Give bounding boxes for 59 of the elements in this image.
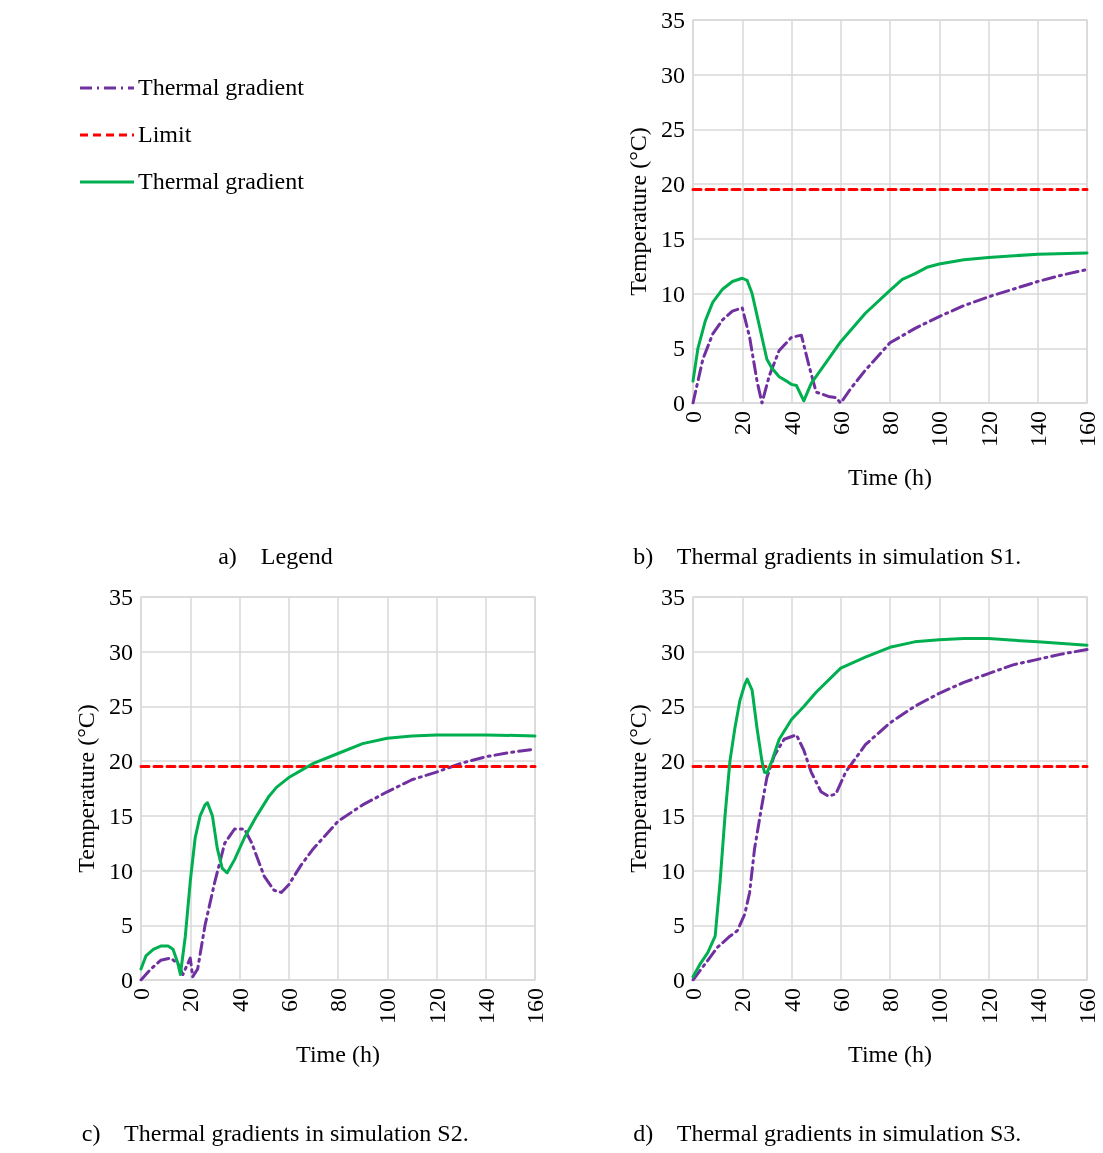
y-tick-label: 30 (661, 61, 685, 88)
x-tick-label: 100 (926, 411, 953, 447)
x-axis-title: Time (h) (848, 464, 932, 490)
x-tick-label: 40 (778, 988, 805, 1012)
text: d) Thermal gradients in simulation S3. (633, 1120, 1022, 1146)
y-axis-title: Temperature (°C) (625, 704, 652, 873)
y-tick-label: 5 (121, 912, 133, 939)
y-tick-label: 10 (661, 280, 685, 307)
x-tick-label: 140 (1024, 988, 1051, 1024)
x-tick-label: 100 (926, 988, 953, 1024)
legend-label: Thermal gradient (138, 168, 305, 194)
y-tick-label: 35 (109, 584, 133, 610)
y-tick-label: 15 (661, 225, 685, 252)
y-tick-label: 25 (661, 116, 685, 143)
x-tick-label: 60 (275, 988, 302, 1012)
y-tick-label: 5 (673, 912, 685, 939)
y-tick-label: 20 (661, 748, 685, 775)
y-tick-label: 25 (661, 693, 685, 720)
y-tick-label: 15 (109, 802, 133, 829)
x-tick-label: 80 (325, 988, 351, 1012)
text: b) Thermal gradients in simulation S1. (633, 543, 1022, 569)
x-tick-label: 160 (1074, 411, 1100, 447)
x-tick-label: 60 (827, 988, 854, 1012)
x-tick-label: 160 (522, 988, 548, 1024)
y-tick-label: 5 (673, 335, 685, 362)
x-tick-label: 160 (1074, 988, 1100, 1024)
y-tick-label: 20 (661, 171, 685, 198)
y-axis-title: Temperature (°C) (73, 704, 100, 873)
y-tick-label: 25 (109, 693, 133, 720)
x-tick-label: 80 (877, 411, 903, 435)
x-tick-label: 80 (877, 988, 903, 1012)
x-tick-label: 20 (729, 411, 756, 435)
x-tick-label: 40 (226, 988, 253, 1012)
x-tick-label: 40 (778, 411, 805, 435)
y-tick-label: 30 (109, 638, 133, 665)
y-tick-label: 10 (109, 857, 133, 884)
y-tick-label: 35 (661, 7, 685, 33)
x-tick-label: 120 (423, 988, 450, 1024)
x-axis-title: Time (h) (848, 1041, 932, 1067)
legend-label: Limit (138, 121, 192, 147)
y-tick-label: 10 (661, 857, 685, 884)
x-tick-label: 120 (975, 411, 1002, 447)
y-axis-title: Temperature (°C) (625, 127, 652, 296)
x-tick-label: 100 (374, 988, 401, 1024)
x-tick-label: 20 (177, 988, 204, 1012)
x-axis-title: Time (h) (296, 1041, 380, 1067)
y-tick-label: 30 (661, 638, 685, 665)
y-tick-label: 15 (661, 802, 685, 829)
x-tick-label: 120 (975, 988, 1002, 1024)
y-tick-label: 0 (673, 390, 685, 416)
x-tick-label: 140 (472, 988, 499, 1024)
text: a) Legend (218, 543, 333, 569)
y-tick-label: 20 (109, 748, 133, 775)
x-tick-label: 140 (1024, 411, 1051, 447)
x-tick-label: 60 (827, 411, 854, 435)
y-tick-label: 35 (661, 584, 685, 610)
legend-label: Thermal gradient (138, 74, 305, 100)
text: c) Thermal gradients in simulation S2. (81, 1120, 469, 1146)
x-tick-label: 20 (729, 988, 756, 1012)
